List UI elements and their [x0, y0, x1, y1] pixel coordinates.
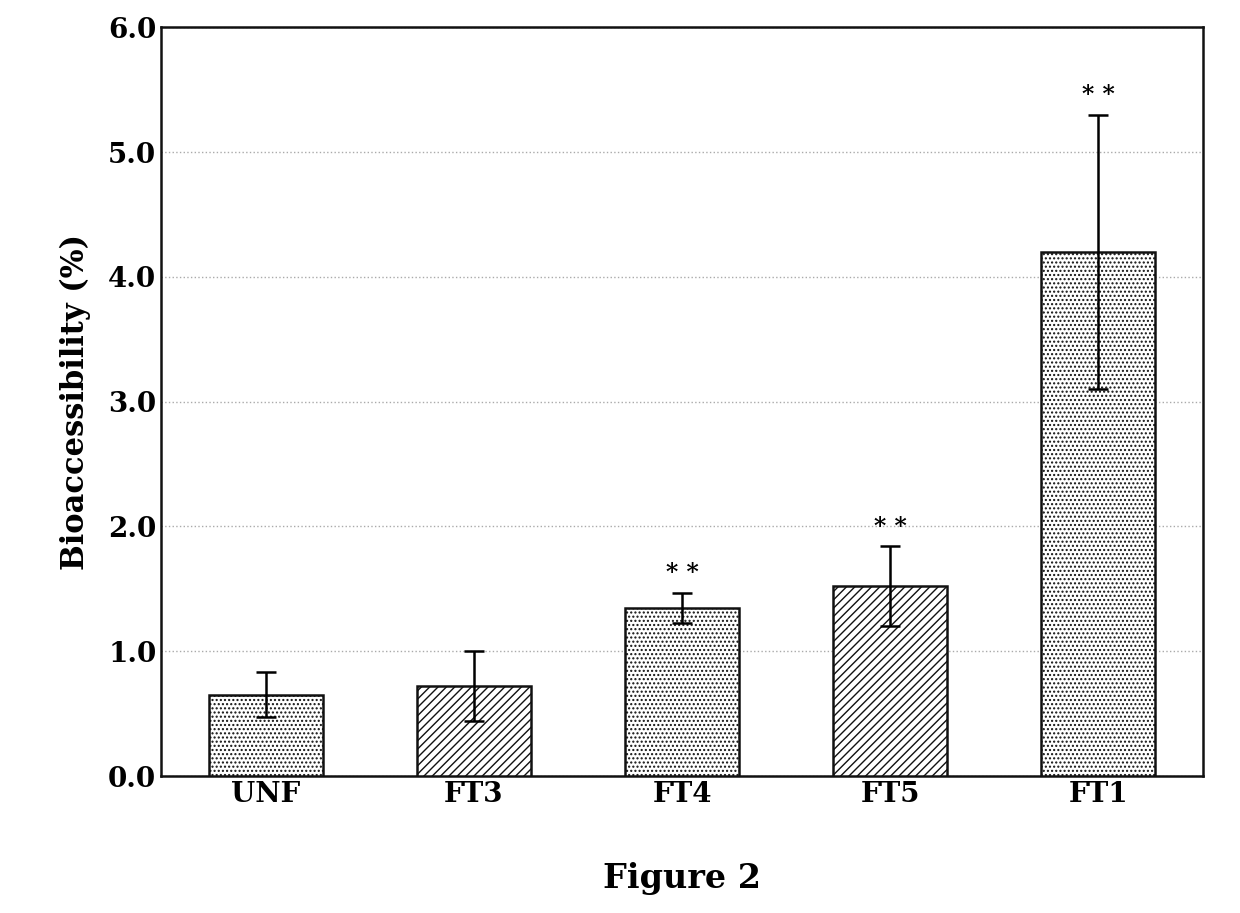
- Text: Figure 2: Figure 2: [603, 862, 761, 895]
- Bar: [1042, 252, 1156, 776]
- Text: * *: * *: [874, 515, 906, 539]
- Bar: [833, 586, 947, 776]
- Text: * *: * *: [666, 561, 698, 585]
- Y-axis label: Bioaccessibility (%): Bioaccessibility (%): [61, 234, 92, 570]
- Text: * *: * *: [1081, 83, 1115, 107]
- Bar: [625, 608, 739, 776]
- Bar: [208, 695, 322, 776]
- Bar: [417, 687, 531, 776]
